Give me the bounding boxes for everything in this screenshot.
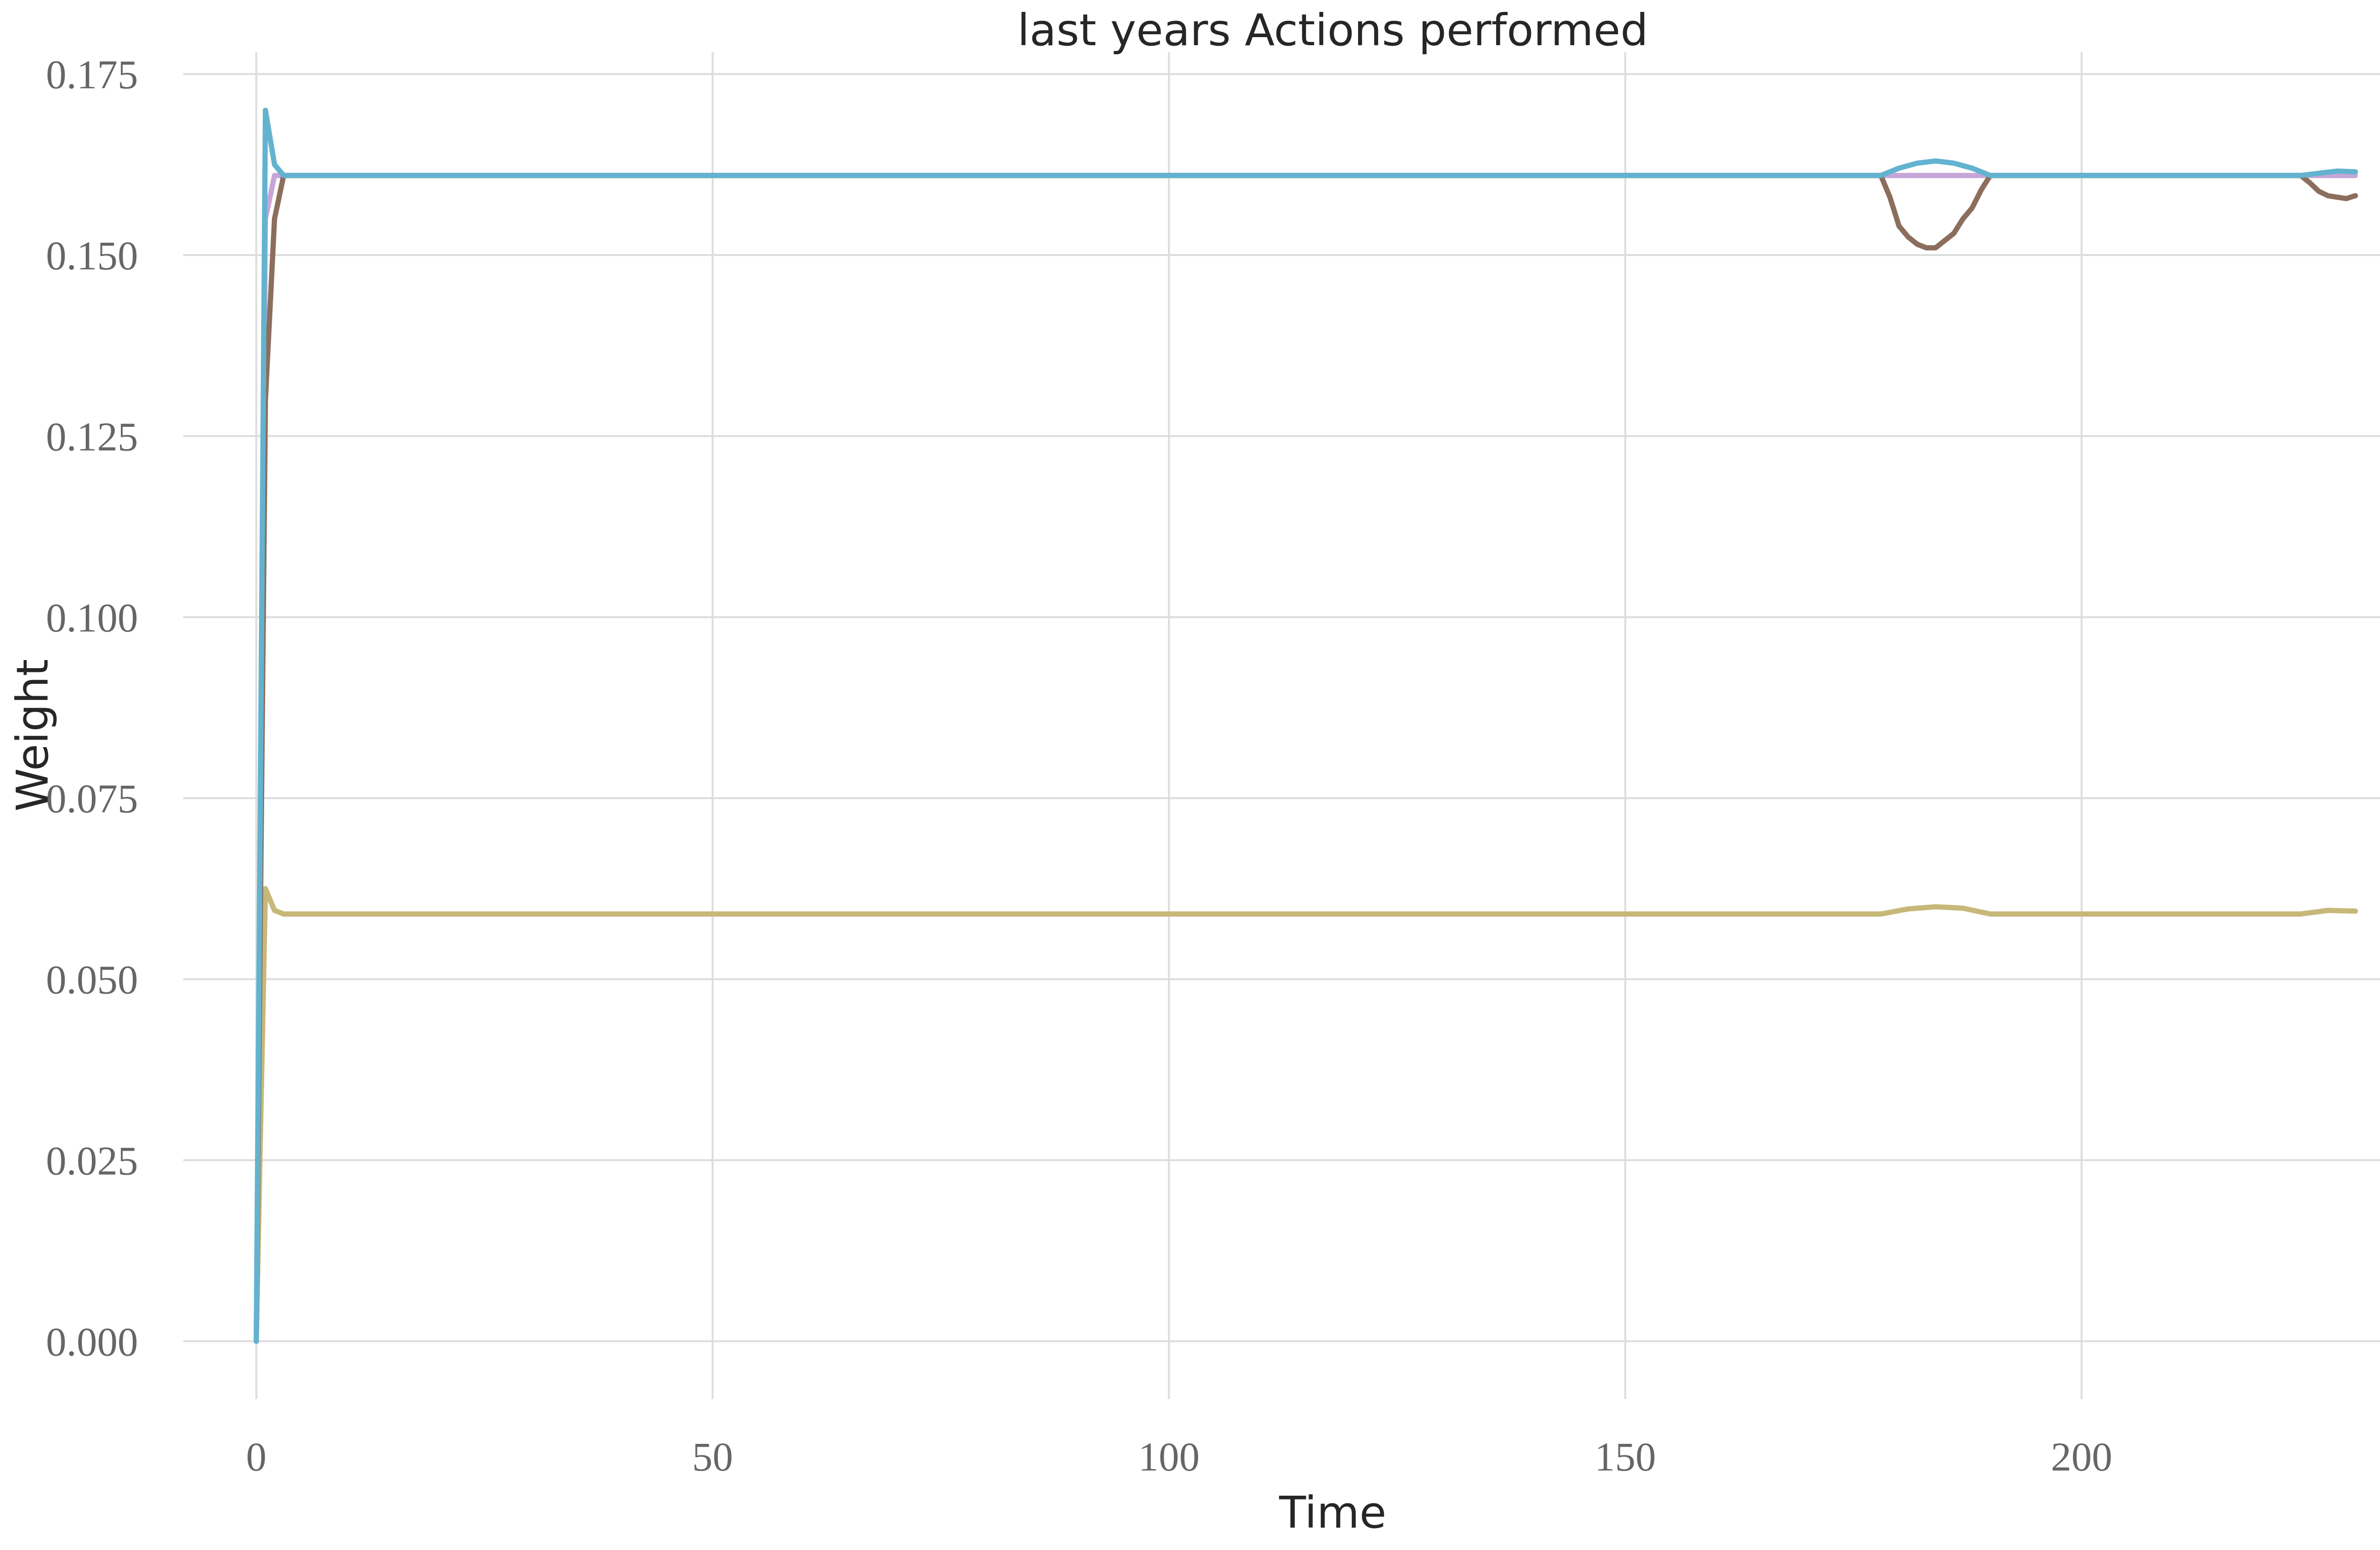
x-tick-label: 100 bbox=[1138, 1434, 1200, 1480]
y-tick-label: 0.025 bbox=[46, 1138, 139, 1184]
x-tick-label: 50 bbox=[692, 1434, 733, 1480]
series-line-2 bbox=[253, 886, 2358, 1344]
chart-title: last years Actions performed bbox=[1017, 5, 1648, 56]
series-line-3 bbox=[253, 173, 2358, 1344]
y-tick-label: 0.050 bbox=[46, 957, 139, 1003]
series-line-4 bbox=[253, 108, 2358, 1344]
series-lines bbox=[253, 108, 2358, 1344]
y-tick-label: 0.150 bbox=[46, 233, 139, 278]
grid-lines bbox=[183, 52, 2380, 1399]
y-tick-label: 0.175 bbox=[46, 52, 139, 98]
series-line-1 bbox=[253, 173, 2358, 1344]
y-tick-label: 0.000 bbox=[46, 1319, 139, 1364]
x-tick-label: 0 bbox=[246, 1434, 267, 1480]
y-tick-labels: 0.000 0.025 0.050 0.075 0.100 0.125 0.150 0.175 bbox=[46, 52, 139, 1365]
x-tick-labels: 0 50 100 150 200 bbox=[246, 1434, 2112, 1480]
x-tick-label: 200 bbox=[2051, 1434, 2112, 1480]
x-tick-label: 150 bbox=[1595, 1434, 1656, 1480]
x-axis-label: Time bbox=[1279, 1487, 1386, 1538]
y-tick-label: 0.100 bbox=[46, 595, 139, 641]
y-axis-label: Weight bbox=[7, 659, 58, 812]
y-tick-label: 0.075 bbox=[46, 776, 139, 821]
y-tick-label: 0.125 bbox=[46, 414, 139, 459]
